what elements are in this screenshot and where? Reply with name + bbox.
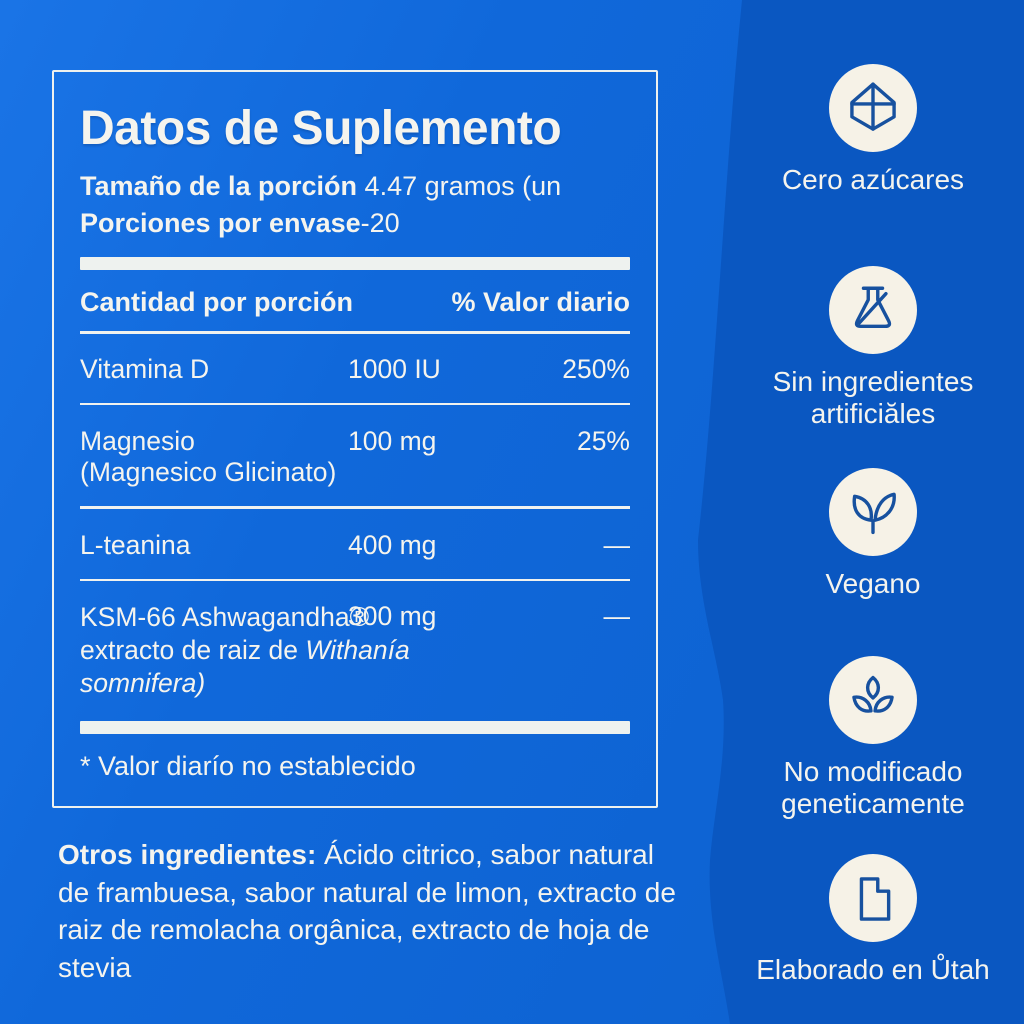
feature-sin-ingredientes-artificiales: Sin ingredientes artificiăles — [738, 266, 1008, 430]
column-header-amount-per-serving: Cantidad por porción — [80, 287, 353, 317]
icon-circle — [829, 468, 917, 556]
divider — [80, 402, 630, 405]
feature-label: Vegano — [825, 568, 921, 599]
icon-circle — [829, 64, 917, 152]
icon-circle — [829, 854, 917, 942]
nutrient-dv: 25% — [576, 426, 630, 456]
feature-label: No modificado — [783, 756, 963, 787]
facts-title: Datos de Suplemento — [80, 102, 562, 155]
feature-vegano: Vegano — [738, 468, 1008, 600]
nutrient-row-l-teanina: L-teanina 400 mg — — [80, 509, 630, 579]
nutrient-row-vitamina-d: Vitamina D 1000 IU 250% — [80, 334, 630, 403]
sprout-icon — [852, 675, 894, 713]
nutrient-amount: 100 mg — [348, 426, 437, 456]
nutrient-name-detail: (Magnesico Glicinato) — [80, 457, 337, 487]
nutrient-amount: 400 mg — [348, 529, 437, 560]
nutrient-name: Magnesio — [80, 426, 195, 456]
nutrient-name-detail-2: somnifera) — [80, 668, 206, 698]
feature-label: Elaborado en Ůtah — [756, 954, 990, 985]
nutrient-amount: 1000 IU — [348, 353, 441, 384]
feature-cero-azucares: Cero azúcares — [738, 64, 1008, 196]
divider — [80, 578, 630, 581]
feature-label: Cero azúcares — [781, 164, 965, 195]
feature-label: Sin ingredientes — [772, 366, 974, 397]
table-header: Cantidad por porción % Valor diario — [80, 287, 630, 318]
other-ingredients-label: Otros ingredientes: — [58, 839, 317, 870]
other-ingredients: Otros ingredientes: Ácido citrico, sabor… — [58, 836, 682, 986]
nutrient-name-detail: extracto de raiz de Withanía — [80, 635, 410, 665]
serving-size-line: Tamaño de la porción 4.47 gramos (un — [80, 171, 562, 201]
divider — [80, 506, 630, 509]
nutrient-name: L-teanina — [80, 529, 191, 560]
nutrient-amount: 300 mg — [348, 601, 437, 631]
nutrient-row-magnesio: Magnesio (Magnesico Glicinato) 100 mg 25… — [80, 405, 630, 506]
servings-per-container-line: Porciones por envase-20 — [80, 208, 400, 238]
column-header-daily-value: % Valor diario — [451, 287, 630, 317]
icon-circle — [829, 266, 917, 354]
nutrient-dv: — — [603, 529, 631, 560]
utah-state-icon — [859, 877, 891, 921]
feature-no-gmo: No modificado geneticamente — [738, 656, 1008, 820]
flask-crossed-icon — [854, 286, 892, 329]
icon-circle — [829, 656, 917, 744]
thick-divider-top — [80, 257, 630, 270]
footnote: * Valor diarío no establecido — [80, 751, 416, 781]
nutrient-dv: 250% — [562, 353, 630, 384]
nutrient-name: Vitamina D — [80, 353, 210, 384]
nutrient-dv: — — [603, 601, 631, 631]
thick-divider-bottom — [80, 721, 630, 734]
feature-elaborado-en-utah: Elaborado en Ůtah — [738, 854, 1008, 986]
nutrient-row-ashwagandha: KSM-66 Ashwagandha® extracto de raiz de … — [80, 581, 630, 721]
divider — [80, 331, 630, 334]
serving-info: Tamaño de la porción 4.47 gramos (un Por… — [80, 168, 630, 242]
other-ingredients-text: Ácido citrico, sabor natural de frambues… — [58, 839, 676, 983]
supplement-facts-panel: Datos de Suplemento Tamaño de la porción… — [52, 70, 658, 808]
leaves-icon — [852, 492, 896, 535]
sugar-cube-icon — [850, 82, 896, 131]
nutrient-name: KSM-66 Ashwagandha® — [80, 602, 370, 632]
feature-label-line2: artificiăles — [810, 398, 936, 429]
feature-label-line2: geneticamente — [781, 788, 965, 819]
